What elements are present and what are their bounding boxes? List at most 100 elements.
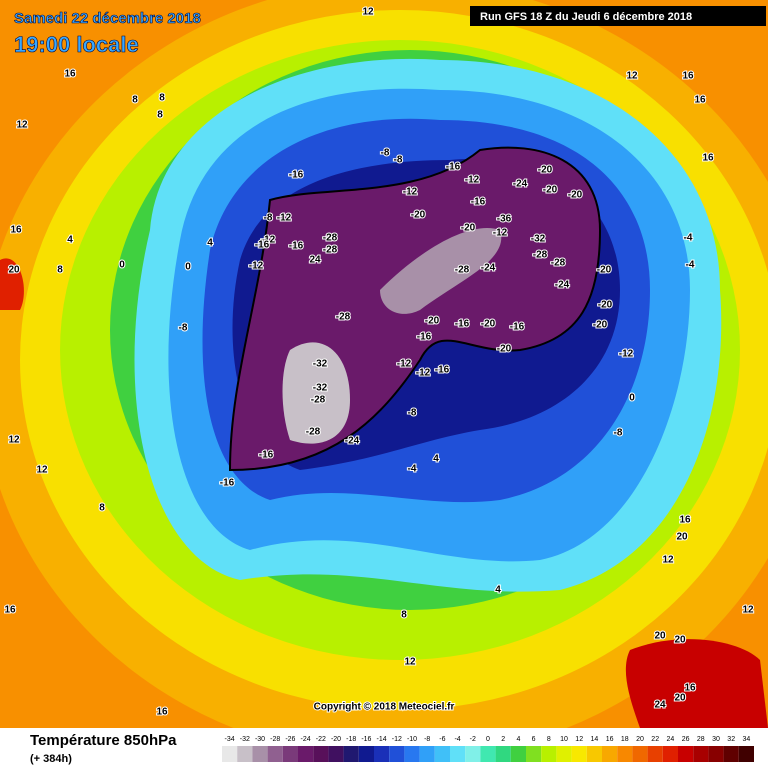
scale-label: 24 xyxy=(667,736,675,743)
scale-swatch xyxy=(343,746,359,762)
scale-swatch xyxy=(282,746,298,762)
contour-label: -20 xyxy=(568,190,583,201)
contour-label: 20 xyxy=(654,631,666,642)
contour-label: -32 xyxy=(531,234,546,245)
legend-lead: (+ 384h) xyxy=(30,753,72,765)
contour-label: -16 xyxy=(417,332,432,343)
contour-label: 16 xyxy=(682,71,694,82)
scale-swatch xyxy=(450,746,466,762)
contour-label: -20 xyxy=(598,300,613,311)
contour-label: 8 xyxy=(401,610,407,621)
contour-label: -28 xyxy=(306,427,321,438)
contour-label: 12 xyxy=(362,7,374,18)
run-box xyxy=(470,6,766,26)
scale-label: 0 xyxy=(486,736,490,743)
contour-label: -24 xyxy=(345,436,360,447)
legend: Température 850hPa (+ 384h) -34 -32 -30 -28… xyxy=(30,732,754,765)
scale-swatch xyxy=(495,746,511,762)
contour-label: 4 xyxy=(67,235,73,246)
contour-label: -16 xyxy=(289,241,304,252)
scale-swatch xyxy=(708,746,724,762)
scale-swatch xyxy=(374,746,390,762)
contour-label: 8 xyxy=(157,110,163,121)
scale-label: 10 xyxy=(560,736,568,743)
contour-label: 0 xyxy=(185,262,191,273)
coldest-area xyxy=(282,342,350,444)
scale-label: 26 xyxy=(682,736,690,743)
scale-swatch xyxy=(693,746,709,762)
contour-label: -12 xyxy=(277,213,292,224)
contour-label: -36 xyxy=(497,214,512,225)
scale-label: 20 xyxy=(636,736,644,743)
contour-label: -28 xyxy=(336,312,351,323)
scale-label: -20 xyxy=(331,736,341,743)
contour-label: -28 xyxy=(455,265,470,276)
contour-label: -12 xyxy=(249,261,264,272)
scale-label: 22 xyxy=(651,736,659,743)
scale-label: -14 xyxy=(377,736,387,743)
scale-swatch xyxy=(541,746,557,762)
contour-label: -16 xyxy=(446,162,461,173)
contour-label: -16 xyxy=(471,197,486,208)
contour-label: 8 xyxy=(57,265,63,276)
contour-label: -12 xyxy=(403,187,418,198)
scale-label: -10 xyxy=(407,736,417,743)
contour-label: -20 xyxy=(543,185,558,196)
scale-label: 30 xyxy=(712,736,720,743)
contour-label: -20 xyxy=(411,210,426,221)
scale-swatch xyxy=(434,746,450,762)
scale-label: -30 xyxy=(255,736,265,743)
contour-label: -12 xyxy=(261,235,276,246)
scale-label: -22 xyxy=(316,736,326,743)
contour-label: -20 xyxy=(497,344,512,355)
contour-label: 12 xyxy=(8,435,20,446)
contour-label: -24 xyxy=(481,263,496,274)
contour-label: 20 xyxy=(674,693,686,704)
scale-swatch xyxy=(723,746,739,762)
contour-label: 16 xyxy=(10,225,22,236)
contour-label: 0 xyxy=(119,260,125,271)
contour-label: -16 xyxy=(455,319,470,330)
scale-label: -18 xyxy=(346,736,356,743)
scale-swatch xyxy=(586,746,602,762)
contour-label: -32 xyxy=(313,383,328,394)
contour-label: 12 xyxy=(742,605,754,616)
scale-label: -28 xyxy=(270,736,280,743)
contour-label: 16 xyxy=(694,95,706,106)
contour-label: -28 xyxy=(311,395,326,406)
contour-label: -20 xyxy=(461,223,476,234)
scale-label: -8 xyxy=(424,736,430,743)
warm-area xyxy=(625,639,768,728)
scale-swatch xyxy=(617,746,633,762)
scale-swatch xyxy=(328,746,344,762)
scale-label: 14 xyxy=(591,736,599,743)
contour-label: 8 xyxy=(132,95,138,106)
contour-label: -20 xyxy=(597,265,612,276)
scale-swatch xyxy=(222,746,238,762)
scale-label: 18 xyxy=(621,736,629,743)
contour-label: 12 xyxy=(36,465,48,476)
contour-label: -16 xyxy=(259,450,274,461)
contour-label: 4 xyxy=(207,238,213,249)
scale-swatch xyxy=(419,746,435,762)
contour-label: -28 xyxy=(323,245,338,256)
contour-label: -12 xyxy=(465,175,480,186)
scale-swatch xyxy=(662,746,678,762)
contour-label: 16 xyxy=(156,707,168,718)
scale-swatch xyxy=(298,746,314,762)
scale-swatch xyxy=(404,746,420,762)
scale-swatch xyxy=(556,746,572,762)
scale-label: 8 xyxy=(547,736,551,743)
contour-label: -12 xyxy=(397,359,412,370)
scale-label: 34 xyxy=(743,736,751,743)
contour-label: -4 xyxy=(686,260,695,271)
contour-label: 24 xyxy=(309,255,321,266)
scale-label: -4 xyxy=(454,736,460,743)
contour-label: 8 xyxy=(159,93,165,104)
contour-label: -28 xyxy=(323,233,338,244)
contour-label: 16 xyxy=(684,683,696,694)
contour-label: -16 xyxy=(435,365,450,376)
contour-label: 4 xyxy=(433,454,439,465)
scale-swatch xyxy=(632,746,648,762)
